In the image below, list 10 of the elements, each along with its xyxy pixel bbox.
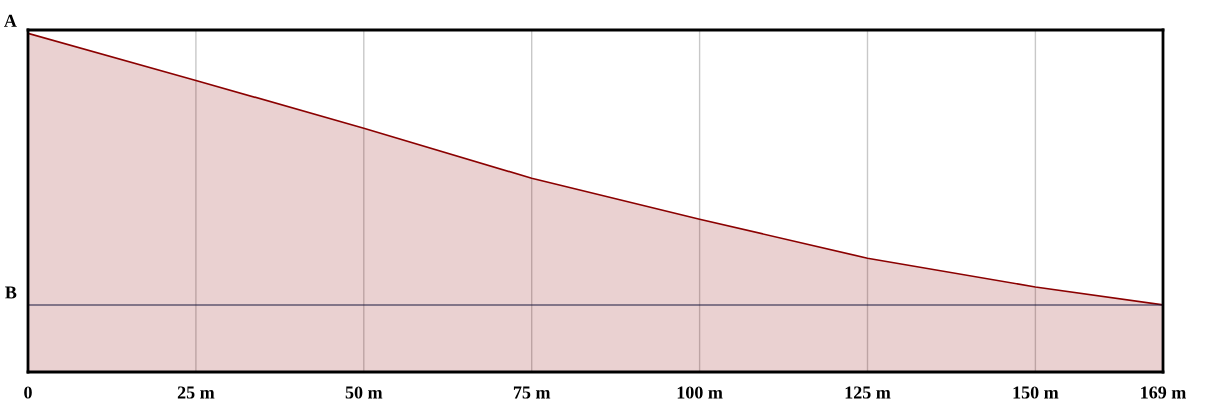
x-tick-label: 169 m [1141, 386, 1187, 399]
x-tick-label: 100 m [677, 386, 723, 399]
x-tick-label: 0 [24, 386, 32, 399]
ref-line-label: B [5, 286, 17, 299]
x-tick-label: 25 m [177, 386, 215, 399]
x-tick-label: 150 m [1013, 386, 1059, 399]
x-tick-label: 50 m [345, 386, 383, 399]
x-tick-label: 75 m [513, 386, 551, 399]
x-tick-label: 125 m [845, 386, 891, 399]
annotation: A [4, 14, 17, 27]
